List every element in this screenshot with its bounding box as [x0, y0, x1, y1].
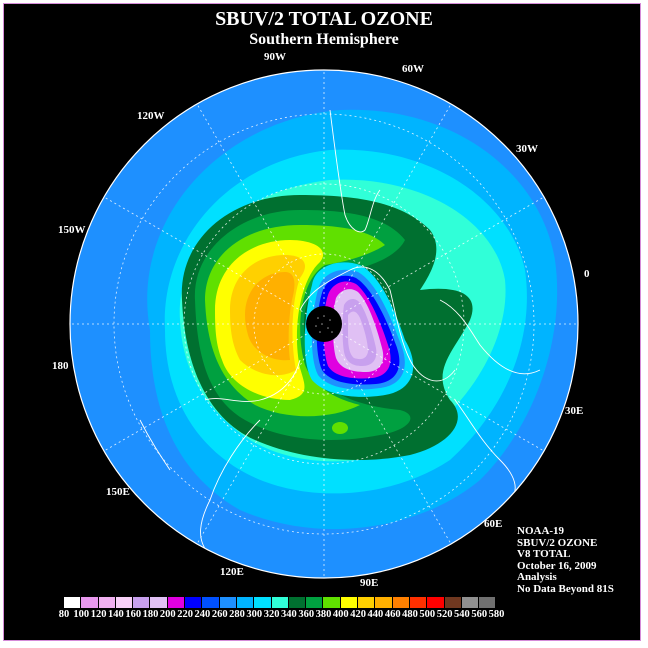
lon-label-90w: 90W — [264, 51, 286, 63]
colorbar-swatch — [202, 597, 220, 608]
info-type: Analysis — [517, 571, 557, 583]
colorbar-swatch — [479, 597, 497, 608]
info-product: SBUV/2 OZONE — [517, 536, 598, 549]
colorbar-tick-label: 560 — [471, 609, 488, 620]
lon-label-180: 180 — [52, 360, 69, 372]
colorbar-tick-label: 220 — [177, 609, 193, 620]
colorbar-tick-label: 540 — [454, 609, 470, 620]
colorbar-tick-label: 160 — [125, 609, 142, 620]
colorbar-tick-label: 420 — [350, 609, 366, 620]
colorbar-swatch — [375, 597, 393, 608]
colorbar-tick-label: 580 — [488, 609, 505, 620]
colorbar-swatch — [392, 597, 410, 608]
ozone-colorbar — [64, 597, 497, 608]
colorbar-tick-label: 260 — [211, 609, 228, 620]
colorbar-swatch — [254, 597, 272, 608]
lon-label-30e: 30E — [565, 405, 584, 417]
colorbar-swatch — [219, 597, 237, 608]
info-date: October 16, 2009 — [517, 559, 597, 572]
map-title: SBUV/2 TOTAL OZONE — [215, 8, 433, 30]
colorbar-swatch — [98, 597, 116, 608]
colorbar-tick-label: 360 — [298, 609, 315, 620]
colorbar-swatch — [306, 597, 324, 608]
colorbar-tick-label: 440 — [367, 609, 384, 620]
colorbar-tick-label: 80 — [58, 609, 70, 620]
band-380-blob — [332, 422, 348, 434]
colorbar-swatch — [115, 597, 134, 608]
colorbar-tick-label: 320 — [263, 609, 280, 620]
map-subtitle: Southern Hemisphere — [249, 31, 399, 48]
colorbar-swatch — [358, 597, 376, 608]
colorbar-swatch — [185, 597, 203, 608]
lon-label-90e: 90E — [360, 577, 379, 589]
colorbar-tick-label: 500 — [419, 609, 436, 620]
lon-label-120w: 120W — [137, 110, 165, 122]
colorbar-tick-label: 200 — [159, 609, 176, 620]
info-note: No Data Beyond 81S — [517, 582, 614, 595]
colorbar-tick-label: 380 — [315, 609, 332, 620]
lon-label-60e: 60E — [484, 518, 503, 530]
colorbar-swatch — [236, 597, 255, 608]
colorbar-tick-label: 340 — [281, 609, 297, 620]
lon-label-60w: 60W — [402, 63, 424, 75]
colorbar-tick-label: 140 — [108, 609, 124, 620]
lon-label-150e: 150E — [106, 486, 130, 498]
info-satellite: NOAA-19 — [517, 525, 565, 537]
colorbar-tick-label: 180 — [142, 609, 159, 620]
colorbar-swatch — [409, 597, 428, 608]
lon-label-120e: 120E — [220, 566, 244, 578]
colorbar-tick-label: 120 — [90, 609, 107, 620]
lon-label-30w: 30W — [516, 143, 538, 155]
info-version: V8 TOTAL — [517, 548, 571, 560]
colorbar-tick-label: 300 — [246, 609, 263, 620]
colorbar-tick-label: 280 — [229, 609, 245, 620]
colorbar-swatch — [167, 597, 186, 608]
colorbar-ticks: 80 100 120 140 160 180 200 220 240 260 280 300 320 34… — [0, 609, 648, 623]
colorbar-tick-label: 460 — [384, 609, 401, 620]
colorbar-swatch — [288, 597, 307, 608]
colorbar-swatch — [340, 597, 359, 608]
colorbar-swatch — [271, 597, 289, 608]
colorbar-tick-label: 520 — [436, 609, 453, 620]
colorbar-swatch — [81, 597, 99, 608]
colorbar-tick-label: 480 — [402, 609, 418, 620]
colorbar-swatch — [64, 597, 82, 608]
info-block: NOAA-19 SBUV/2 OZONE V8 TOTAL October 16… — [517, 525, 614, 595]
band-440 — [245, 272, 295, 361]
no-data-cap — [306, 306, 342, 342]
colorbar-swatch — [150, 597, 168, 608]
colorbar-tick-label: 240 — [194, 609, 211, 620]
band-180-core — [348, 311, 368, 360]
colorbar-swatch — [323, 597, 341, 608]
colorbar-swatch — [444, 597, 462, 608]
colorbar-swatch — [133, 597, 151, 608]
colorbar-swatch — [427, 597, 445, 608]
lon-label-150w: 150W — [58, 224, 86, 236]
lon-label-0: 0 — [584, 268, 590, 280]
colorbar-tick-label: 400 — [332, 609, 349, 620]
colorbar-tick-label: 100 — [73, 609, 90, 620]
colorbar-swatch — [461, 597, 480, 608]
